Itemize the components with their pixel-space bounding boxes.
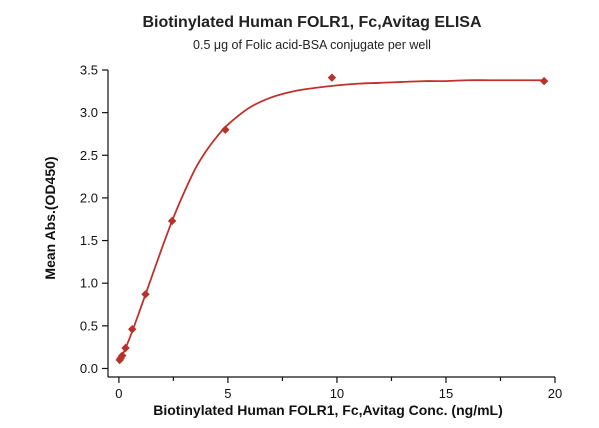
data-point: [167, 216, 177, 226]
fit-curve: [118, 79, 545, 364]
ticks: 0.0 0.5 1.0 1.5 2.0 2.5 3.0 3.5 0 5 10 15 20: [80, 63, 562, 402]
data-point: [116, 354, 125, 363]
y-tick-label: 0.5: [80, 318, 98, 333]
chart-title: Biotinylated Human FOLR1, Fc,Avitag ELIS…: [143, 14, 482, 31]
data-point: [221, 125, 230, 134]
y-axis-label: Mean Abs.(OD450): [42, 156, 58, 279]
data-point: [539, 76, 549, 86]
data-point: [128, 325, 137, 334]
y-tick-label: 3.0: [80, 105, 98, 120]
chart-subtitle: 0.5 μg of Folic acid-BSA conjugate per w…: [193, 38, 431, 52]
data-point: [327, 73, 337, 82]
x-tick-label: 0: [115, 386, 122, 401]
y-tick-label: 3.5: [80, 63, 98, 78]
y-tick-label: 2.0: [80, 190, 98, 205]
data-point: [141, 290, 150, 299]
x-tick-label: 20: [548, 386, 562, 401]
x-tick-label: 10: [330, 386, 344, 401]
y-tick-label: 2.5: [80, 148, 98, 163]
y-tick-label: 1.0: [80, 276, 98, 291]
fit-curve-group: [118, 79, 545, 364]
axes: [107, 70, 555, 378]
x-axis-label: Biotinylated Human FOLR1, Fc,Avitag Conc…: [153, 402, 503, 418]
y-tick-label: 0.0: [80, 361, 98, 376]
data-points: [115, 73, 549, 365]
x-tick-label: 15: [439, 386, 453, 401]
data-point: [118, 351, 127, 360]
y-tick-label: 1.5: [80, 233, 98, 248]
data-point: [121, 343, 130, 353]
x-tick-label: 5: [224, 386, 231, 401]
